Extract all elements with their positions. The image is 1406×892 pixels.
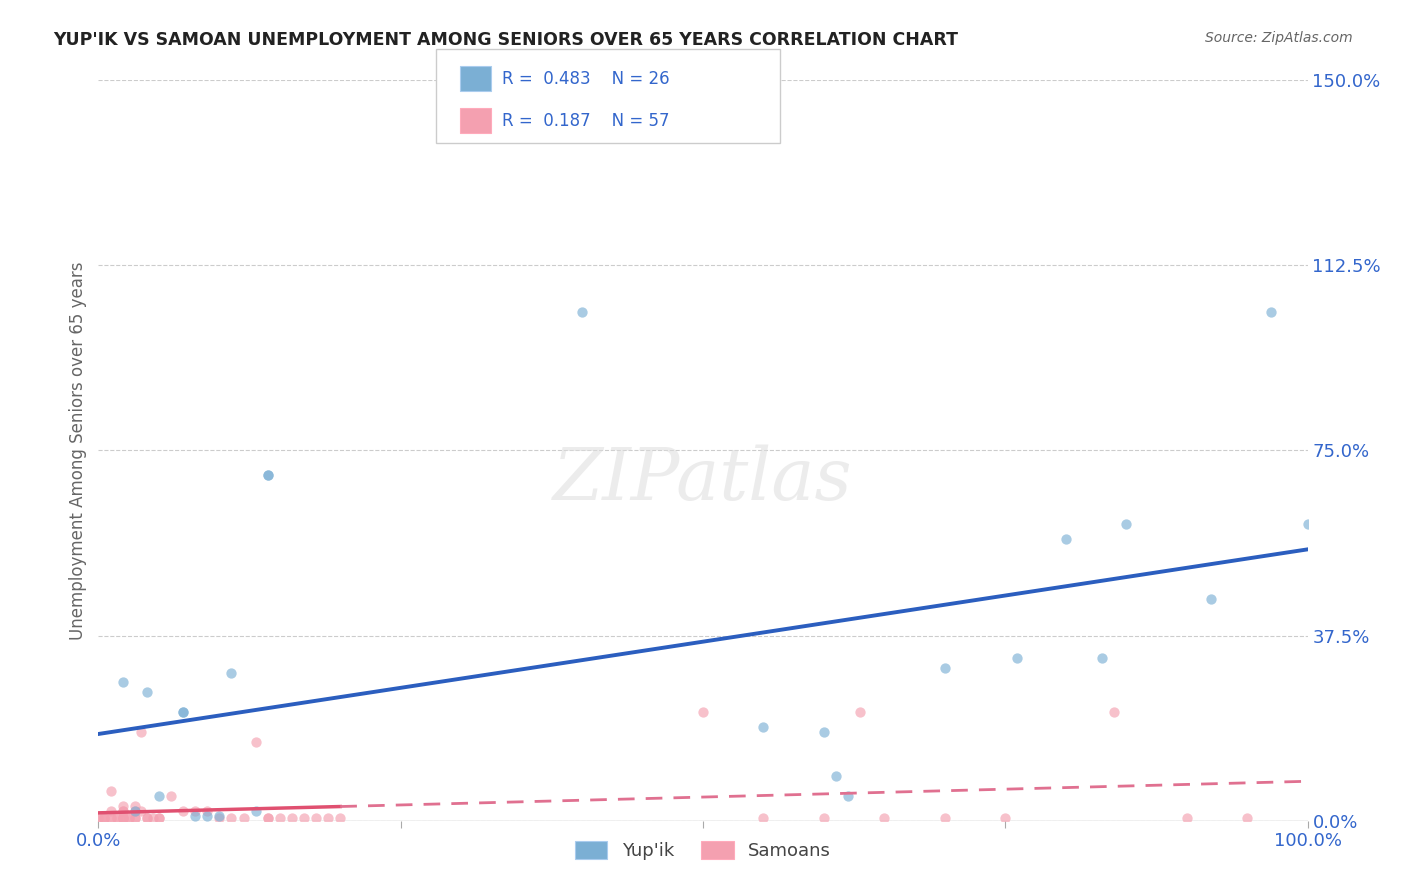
Point — [93, 811, 115, 825]
Point — [172, 804, 194, 818]
Point — [124, 804, 146, 818]
Point — [124, 811, 146, 825]
Text: YUP'IK VS SAMOAN UNEMPLOYMENT AMONG SENIORS OVER 65 YEARS CORRELATION CHART: YUP'IK VS SAMOAN UNEMPLOYMENT AMONG SENI… — [53, 31, 959, 49]
Point — [269, 811, 291, 825]
Point — [111, 804, 134, 818]
Point — [111, 811, 134, 825]
Legend: Yup'ik, Samoans: Yup'ik, Samoans — [568, 833, 838, 867]
Point — [305, 811, 328, 825]
Point — [1007, 650, 1029, 665]
Point — [111, 675, 134, 690]
Point — [281, 811, 304, 825]
Point — [111, 811, 134, 825]
Point — [172, 705, 194, 719]
Point — [124, 804, 146, 818]
Text: R =  0.187    N = 57: R = 0.187 N = 57 — [502, 112, 669, 130]
Point — [105, 811, 128, 825]
Point — [195, 804, 218, 818]
Point — [1199, 591, 1222, 606]
Point — [1175, 811, 1198, 825]
Point — [135, 685, 157, 699]
Point — [87, 811, 110, 825]
Point — [105, 811, 128, 825]
Point — [1115, 517, 1137, 532]
Point — [1260, 305, 1282, 319]
Point — [245, 804, 267, 818]
Point — [160, 789, 183, 803]
Point — [571, 305, 593, 319]
Point — [1054, 533, 1077, 547]
Point — [316, 811, 339, 825]
Text: Source: ZipAtlas.com: Source: ZipAtlas.com — [1205, 31, 1353, 45]
Point — [148, 789, 170, 803]
Point — [172, 705, 194, 719]
Point — [329, 811, 352, 825]
Point — [142, 811, 165, 825]
Point — [752, 720, 775, 734]
Point — [837, 789, 859, 803]
Point — [256, 468, 278, 483]
Point — [118, 811, 141, 825]
Point — [1236, 811, 1258, 825]
Point — [232, 811, 254, 825]
Point — [221, 665, 243, 680]
Point — [100, 811, 122, 825]
Point — [849, 705, 872, 719]
Text: ZIPatlas: ZIPatlas — [553, 445, 853, 516]
Point — [813, 724, 835, 739]
Point — [129, 724, 152, 739]
Point — [1091, 650, 1114, 665]
Point — [111, 804, 134, 818]
Point — [752, 811, 775, 825]
Point — [124, 798, 146, 813]
Point — [934, 660, 956, 674]
Point — [184, 804, 207, 818]
Point — [934, 811, 956, 825]
Point — [208, 808, 231, 822]
Point — [245, 734, 267, 748]
Text: R =  0.483    N = 26: R = 0.483 N = 26 — [502, 70, 669, 87]
Point — [87, 811, 110, 825]
Point — [873, 811, 896, 825]
Point — [256, 468, 278, 483]
Point — [208, 811, 231, 825]
Point — [100, 804, 122, 818]
Point — [256, 811, 278, 825]
Point — [111, 798, 134, 813]
Point — [100, 784, 122, 798]
Point — [292, 811, 315, 825]
Y-axis label: Unemployment Among Seniors over 65 years: Unemployment Among Seniors over 65 years — [69, 261, 87, 640]
Point — [825, 769, 848, 783]
Point — [994, 811, 1017, 825]
Point — [1296, 517, 1319, 532]
Point — [184, 808, 207, 822]
Point — [118, 811, 141, 825]
Point — [111, 811, 134, 825]
Point — [195, 808, 218, 822]
Point — [221, 811, 243, 825]
Point — [100, 811, 122, 825]
Point — [93, 811, 115, 825]
Point — [256, 811, 278, 825]
Point — [1102, 705, 1125, 719]
Point — [93, 811, 115, 825]
Point — [148, 811, 170, 825]
Point — [135, 811, 157, 825]
Point — [692, 705, 714, 719]
Point — [135, 811, 157, 825]
Point — [124, 811, 146, 825]
Point — [111, 811, 134, 825]
Point — [129, 804, 152, 818]
Point — [148, 811, 170, 825]
Point — [813, 811, 835, 825]
